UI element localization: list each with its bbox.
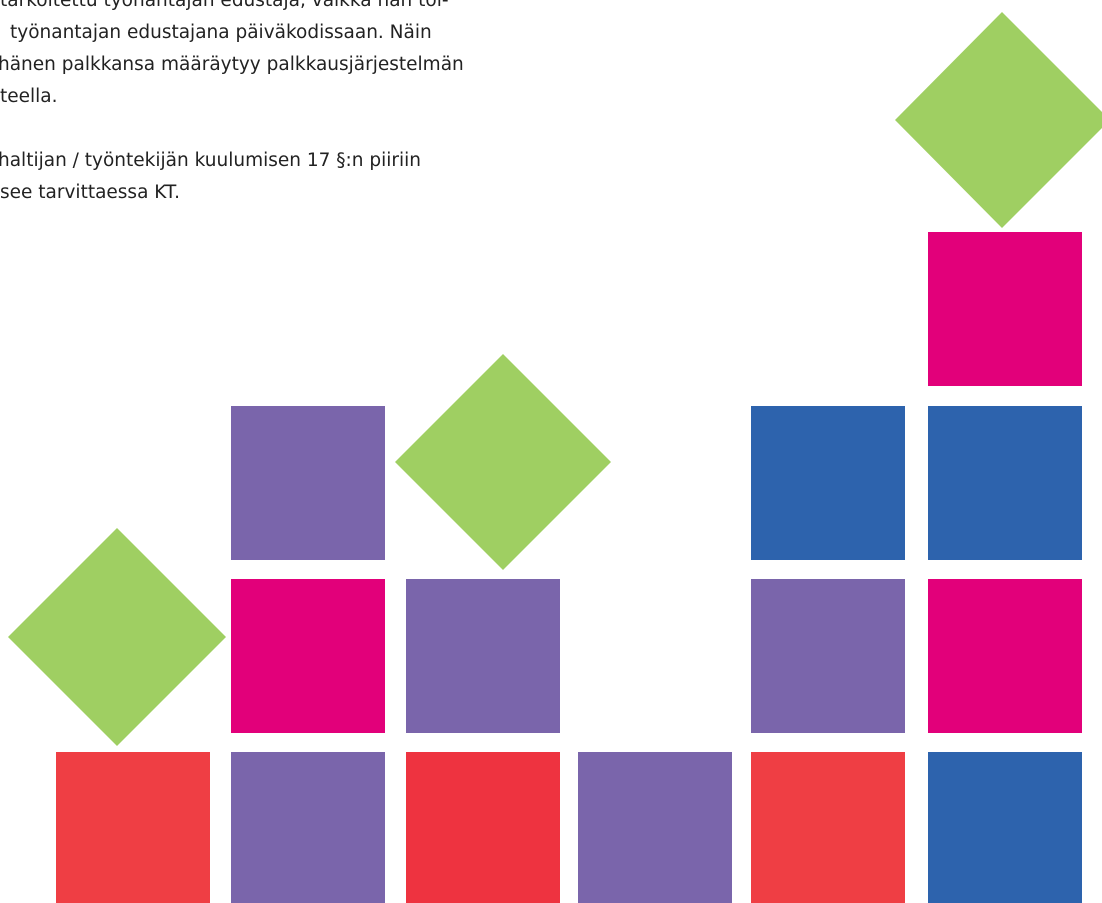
square	[928, 406, 1082, 560]
square	[231, 752, 385, 903]
diamond	[395, 354, 611, 570]
square	[751, 579, 905, 733]
square	[928, 232, 1082, 386]
square	[231, 406, 385, 560]
text-line: hänen palkkansa määräytyy palkkausjärjes…	[0, 54, 464, 75]
text-line: see tarvittaessa KT.	[0, 182, 180, 203]
square	[928, 752, 1082, 903]
diamond	[8, 528, 226, 746]
text-line: teella.	[0, 86, 58, 107]
text-line: tarkoitettu työnantajan edustaja, vaikka…	[0, 0, 449, 11]
square	[751, 752, 905, 903]
diamond	[895, 12, 1102, 228]
text-line: työnantajan edustajana päiväkodissaan. N…	[10, 22, 432, 43]
square	[406, 752, 560, 903]
square	[578, 752, 732, 903]
square	[751, 406, 905, 560]
square	[928, 579, 1082, 733]
square	[231, 579, 385, 733]
text-block: tarkoitettu työnantajan edustaja, vaikka…	[0, 0, 600, 220]
square	[406, 579, 560, 733]
text-line: haltijan / työntekijän kuulumisen 17 §:n…	[0, 150, 421, 171]
square	[56, 752, 210, 903]
